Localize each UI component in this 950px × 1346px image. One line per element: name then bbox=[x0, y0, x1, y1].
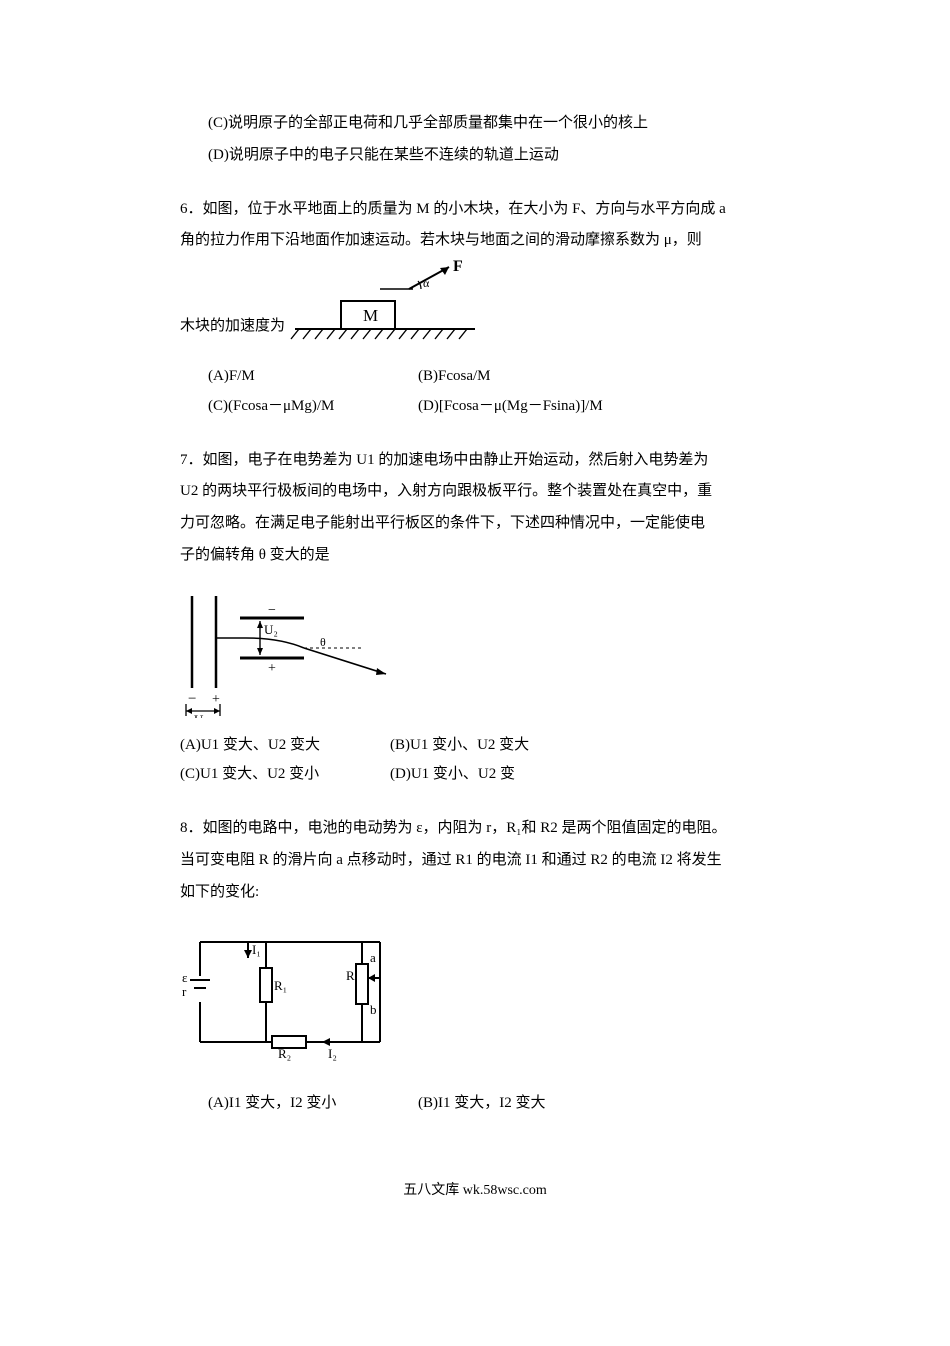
q6-opt-c: (C)(Fcosa－μMg)/M bbox=[208, 393, 418, 421]
label-eps: ε bbox=[182, 970, 188, 985]
q5-opt-d: (D)说明原子中的电子只能在某些不连续的轨道上运动 bbox=[180, 142, 770, 170]
label-U1: U₁ bbox=[194, 712, 208, 718]
q7-opt-d: (D)U1 变小、U2 变 bbox=[390, 761, 515, 789]
q8-opts-ab: (A)I1 变大，I2 变小 (B)I1 变大，I2 变大 bbox=[180, 1090, 770, 1118]
label-R: R bbox=[346, 968, 355, 983]
label-M: M bbox=[363, 306, 378, 325]
q8-diagram: ε r I₁ R₁ a b R bbox=[180, 924, 410, 1064]
q6-diagram-row: 木块的加速度为 bbox=[180, 259, 770, 341]
q7-stem-3: 力可忽略。在满足电子能射出平行板区的条件下，下述四种情况中，一定能使电 bbox=[180, 510, 770, 538]
q8-stem-3: 如下的变化: bbox=[180, 879, 770, 907]
q7-opt-a: (A)U1 变大、U2 变大 bbox=[180, 732, 390, 760]
label-b: b bbox=[370, 1002, 377, 1017]
q8: 8．如图的电路中，电池的电动势为 ε，内阻为 r，R₁和 R2 是两个阻值固定的… bbox=[180, 815, 770, 1118]
q6-stem-3-prefix: 木块的加速度为 bbox=[180, 313, 285, 341]
q6-diagram: M α F bbox=[285, 259, 485, 341]
q5-opt-c: (C)说明原子的全部正电荷和几乎全部质量都集中在一个很小的核上 bbox=[180, 110, 770, 138]
q7-opt-b: (B)U1 变小、U2 变大 bbox=[390, 732, 529, 760]
svg-text:−: − bbox=[188, 691, 196, 707]
q5-options: (C)说明原子的全部正电荷和几乎全部质量都集中在一个很小的核上 (D)说明原子中… bbox=[180, 110, 770, 170]
q7-opts-ab: (A)U1 变大、U2 变大 (B)U1 变小、U2 变大 bbox=[180, 732, 770, 760]
footer: 五八文库 wk.58wsc.com bbox=[180, 1178, 770, 1204]
label-I1: I₁ bbox=[252, 942, 261, 957]
label-r: r bbox=[182, 984, 187, 999]
label-R2: R₂ bbox=[278, 1046, 291, 1061]
q7-opt-c: (C)U1 变大、U2 变小 bbox=[180, 761, 390, 789]
label-alpha: α bbox=[423, 276, 430, 290]
q6-stem-2: 角的拉力作用下沿地面作加速运动。若木块与地面之间的滑动摩擦系数为 μ，则 bbox=[180, 227, 770, 255]
q8-stem-1: 8．如图的电路中，电池的电动势为 ε，内阻为 r，R₁和 R2 是两个阻值固定的… bbox=[180, 815, 770, 843]
q8-opt-a: (A)I1 变大，I2 变小 bbox=[208, 1090, 418, 1118]
q6-opt-a: (A)F/M bbox=[208, 363, 418, 391]
q8-stem-2: 当可变电阻 R 的滑片向 a 点移动时，通过 R1 的电流 I1 和通过 R2 … bbox=[180, 847, 770, 875]
q7-diagram: − + U₁ + − U₂ bbox=[180, 588, 400, 718]
q6-opts-ab: (A)F/M (B)Fcosa/M bbox=[180, 363, 770, 391]
q6-opt-d: (D)[Fcosa－μ(Mg－Fsina)]/M bbox=[418, 393, 603, 421]
label-R1: R₁ bbox=[274, 978, 287, 993]
q7-stem-1: 7．如图，电子在电势差为 U1 的加速电场中由静止开始运动，然后射入电势差为 bbox=[180, 447, 770, 475]
q6-opts-cd: (C)(Fcosa－μMg)/M (D)[Fcosa－μ(Mg－Fsina)]/… bbox=[180, 393, 770, 421]
label-a: a bbox=[370, 950, 376, 965]
label-F: F bbox=[453, 259, 463, 275]
svg-text:+: + bbox=[212, 692, 220, 707]
q7: 7．如图，电子在电势差为 U1 的加速电场中由静止开始运动，然后射入电势差为 U… bbox=[180, 447, 770, 790]
q7-stem-2: U2 的两块平行极板间的电场中，入射方向跟极板平行。整个装置处在真空中，重 bbox=[180, 478, 770, 506]
svg-text:−: − bbox=[268, 603, 276, 618]
q6-opt-b: (B)Fcosa/M bbox=[418, 363, 491, 391]
label-theta: θ bbox=[320, 635, 326, 649]
q7-opts-cd: (C)U1 变大、U2 变小 (D)U1 变小、U2 变 bbox=[180, 761, 770, 789]
q8-opt-b: (B)I1 变大，I2 变大 bbox=[418, 1090, 546, 1118]
page-content: (C)说明原子的全部正电荷和几乎全部质量都集中在一个很小的核上 (D)说明原子中… bbox=[0, 0, 950, 1264]
q6-stem-1: 6．如图，位于水平地面上的质量为 M 的小木块，在大小为 F、方向与水平方向成 … bbox=[180, 196, 770, 224]
label-U2: U₂ bbox=[264, 622, 278, 637]
q7-stem-4: 子的偏转角 θ 变大的是 bbox=[180, 542, 770, 570]
label-I2: I₂ bbox=[328, 1046, 337, 1061]
q6: 6．如图，位于水平地面上的质量为 M 的小木块，在大小为 F、方向与水平方向成 … bbox=[180, 196, 770, 421]
svg-text:+: + bbox=[268, 661, 276, 676]
